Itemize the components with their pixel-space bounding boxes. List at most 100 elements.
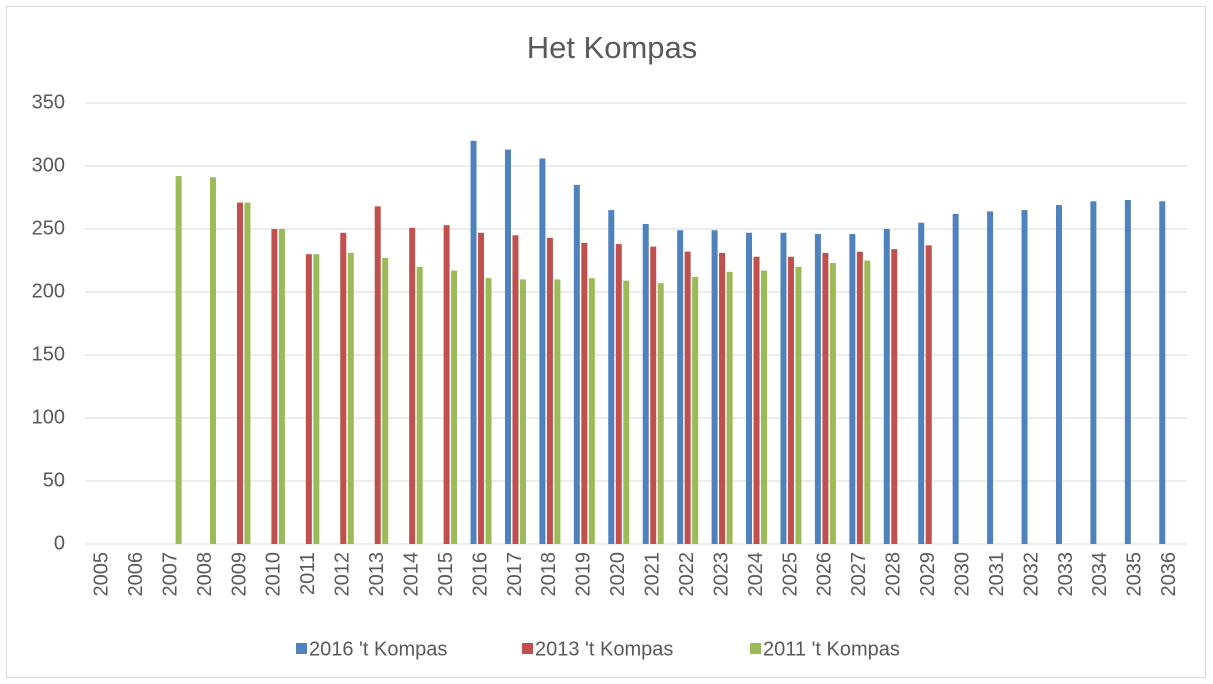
x-tick-label: 2018 xyxy=(538,552,560,597)
bar xyxy=(692,276,699,544)
x-tick-label: 2013 xyxy=(366,552,388,597)
bar xyxy=(1159,201,1166,544)
x-tick-label: 2031 xyxy=(986,552,1008,597)
bar xyxy=(573,184,580,544)
bar xyxy=(849,234,856,545)
x-tick-label: 2010 xyxy=(263,552,285,597)
x-tick-label: 2014 xyxy=(400,552,422,597)
x-tick-label: 2022 xyxy=(676,552,698,597)
bar xyxy=(883,229,890,544)
y-tick-label: 200 xyxy=(32,280,65,302)
bar xyxy=(305,254,312,544)
bar xyxy=(210,177,217,544)
x-tick-label: 2035 xyxy=(1124,552,1146,597)
bar xyxy=(677,230,684,544)
bar xyxy=(347,252,354,544)
y-tick-label: 250 xyxy=(32,217,65,239)
bar xyxy=(1021,210,1028,544)
bar xyxy=(504,149,511,544)
x-tick-label: 2012 xyxy=(332,552,354,597)
y-tick-label: 150 xyxy=(32,343,65,365)
bar xyxy=(588,278,595,544)
bar xyxy=(795,266,802,544)
bar xyxy=(608,210,615,544)
x-tick-label: 2030 xyxy=(951,552,973,597)
bar xyxy=(623,280,630,544)
bar xyxy=(382,257,389,544)
y-tick-label: 50 xyxy=(43,469,65,491)
bar xyxy=(546,237,553,544)
legend-label: 2013 't Kompas xyxy=(535,638,673,660)
legend-swatch xyxy=(522,643,533,654)
bar xyxy=(761,270,768,544)
legend-swatch xyxy=(750,643,761,654)
bar xyxy=(340,232,347,544)
bar xyxy=(746,232,753,544)
bar xyxy=(278,229,285,544)
bar xyxy=(864,260,871,544)
y-tick-label: 350 xyxy=(32,91,65,113)
bar xyxy=(581,242,588,545)
x-tick-label: 2021 xyxy=(642,552,664,597)
bar xyxy=(787,256,794,544)
bar xyxy=(891,249,898,544)
x-tick-label: 2009 xyxy=(228,552,250,597)
bar xyxy=(780,232,787,544)
x-tick-label: 2005 xyxy=(91,552,113,597)
x-tick-label: 2019 xyxy=(573,552,595,597)
bar xyxy=(478,232,485,544)
bar xyxy=(615,244,622,544)
x-tick-label: 2023 xyxy=(710,552,732,597)
bar xyxy=(987,211,994,545)
bar xyxy=(657,283,664,544)
x-tick-label: 2033 xyxy=(1055,552,1077,597)
bar xyxy=(443,225,450,544)
bar xyxy=(485,278,492,544)
x-tick-label: 2016 xyxy=(469,552,491,597)
bar xyxy=(650,246,657,544)
bar xyxy=(918,222,925,544)
bar xyxy=(175,176,182,544)
x-tick-label: 2015 xyxy=(435,552,457,597)
x-tick-label: 2017 xyxy=(504,552,526,597)
x-tick-label: 2032 xyxy=(1020,552,1042,597)
bar xyxy=(374,206,381,544)
y-tick-label: 0 xyxy=(54,532,65,554)
x-tick-label: 2026 xyxy=(814,552,836,597)
x-tick-label: 2028 xyxy=(883,552,905,597)
bar xyxy=(1090,201,1097,544)
legend-label: 2011 't Kompas xyxy=(763,638,900,660)
x-tick-label: 2020 xyxy=(607,552,629,597)
x-tick-label: 2007 xyxy=(159,552,181,597)
chart-title: Het Kompas xyxy=(527,30,698,65)
bar xyxy=(925,245,932,544)
x-tick-label: 2025 xyxy=(779,552,801,597)
bar xyxy=(719,252,726,544)
bar xyxy=(313,254,320,544)
legend-label: 2016 't Kompas xyxy=(309,638,447,660)
bar xyxy=(814,234,821,545)
x-tick-label: 2034 xyxy=(1089,552,1111,597)
bar xyxy=(554,279,561,544)
bar xyxy=(684,251,691,544)
x-tick-label: 2029 xyxy=(917,552,939,597)
x-tick-label: 2008 xyxy=(194,552,216,597)
x-tick-label: 2011 xyxy=(297,552,319,595)
bar xyxy=(711,230,718,544)
bar xyxy=(539,158,546,544)
bar xyxy=(1055,205,1062,544)
bar xyxy=(822,252,829,544)
bar xyxy=(829,263,836,544)
bar xyxy=(856,251,863,544)
bar xyxy=(451,270,458,544)
y-tick-label: 300 xyxy=(32,154,65,176)
bar xyxy=(952,213,959,544)
bar xyxy=(512,235,519,545)
x-tick-label: 2027 xyxy=(848,552,870,597)
y-tick-label: 100 xyxy=(32,406,65,428)
bar xyxy=(409,227,416,545)
x-tick-label: 2024 xyxy=(745,552,767,597)
bar xyxy=(236,202,243,545)
bar xyxy=(1124,200,1131,544)
